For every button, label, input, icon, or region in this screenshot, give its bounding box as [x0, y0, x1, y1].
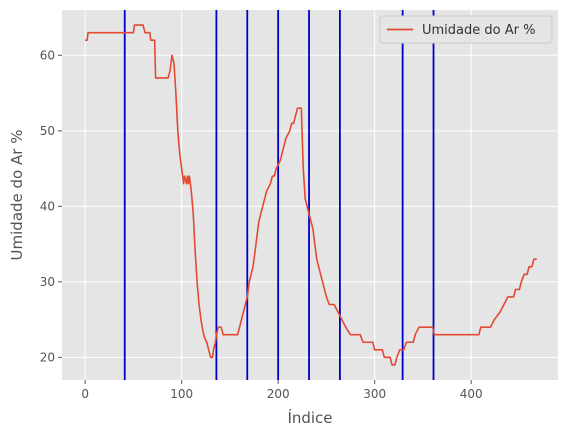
- y-tick-label: 40: [40, 199, 55, 213]
- x-tick-label: 300: [363, 387, 386, 401]
- y-axis-ticks: 20 30 40 50 60: [40, 48, 62, 364]
- x-tick-label: 0: [81, 387, 89, 401]
- series-line: [85, 24, 537, 366]
- y-axis-label: Umidade do Ar %: [8, 130, 26, 261]
- y-tick-label: 60: [40, 48, 55, 62]
- series-group: [85, 24, 537, 366]
- y-tick-label: 20: [40, 350, 55, 364]
- y-tick-label: 50: [40, 124, 55, 138]
- x-axis-label: Índice: [287, 408, 332, 427]
- legend: Umidade do Ar %: [379, 15, 553, 44]
- plot-background: [62, 10, 558, 380]
- x-tick-label: 200: [267, 387, 290, 401]
- x-tick-label: 400: [460, 387, 483, 401]
- x-axis-ticks: 0 100 200 300 400: [81, 380, 483, 401]
- x-tick-label: 100: [170, 387, 193, 401]
- legend-label: Umidade do Ar %: [422, 23, 535, 38]
- legend-box: [379, 15, 553, 44]
- vertical-markers: [123, 10, 435, 380]
- y-tick-label: 30: [40, 275, 55, 289]
